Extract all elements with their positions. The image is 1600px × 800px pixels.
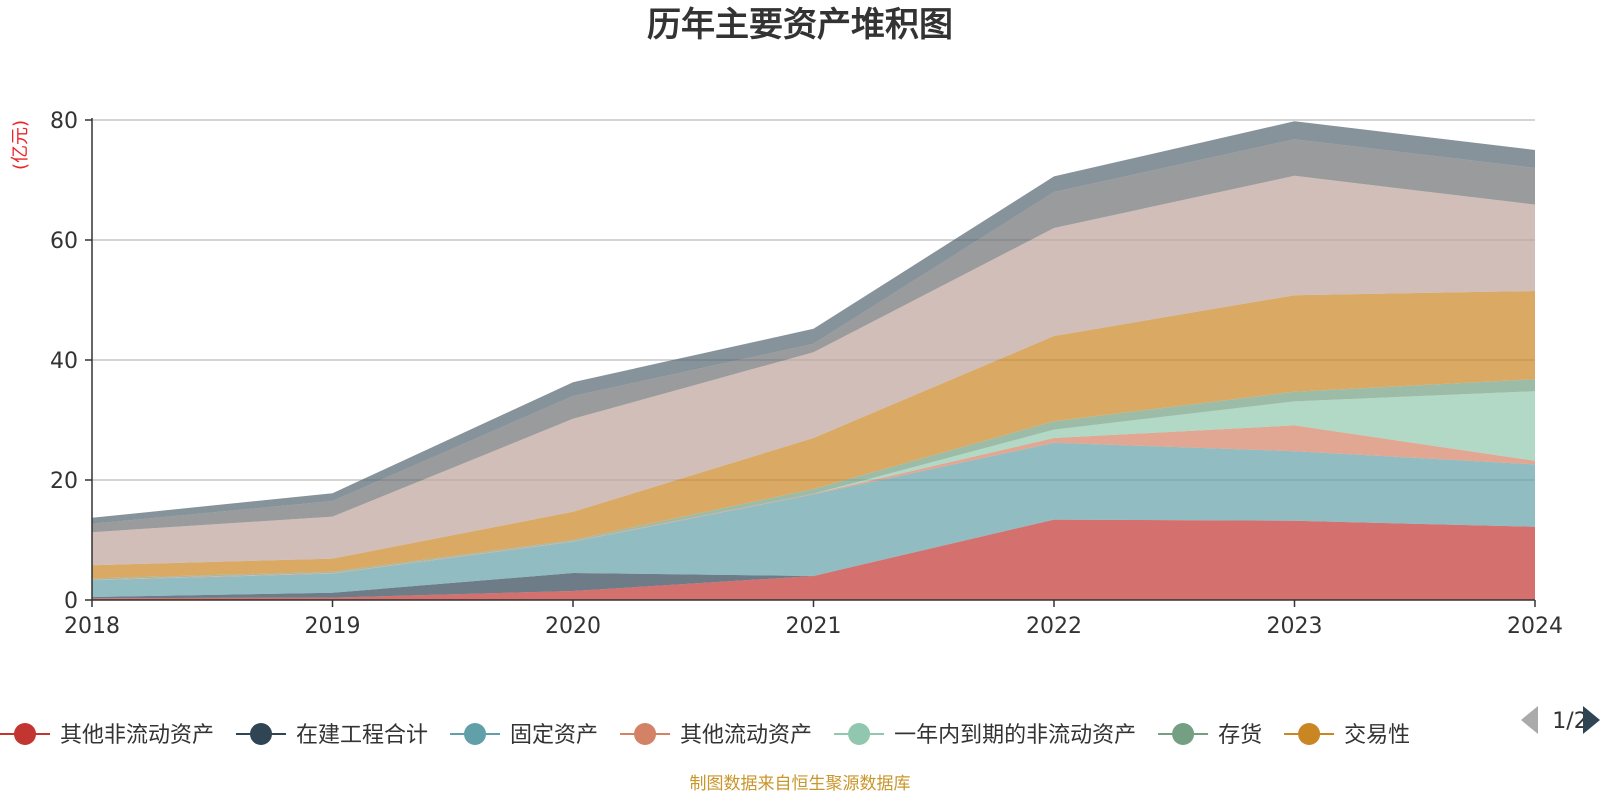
legend-marker-0 [14, 723, 36, 745]
x-tick-label-2021: 2021 [786, 614, 842, 639]
legend-page-label: 1/2 [1552, 709, 1587, 734]
legend-marker-4 [848, 723, 871, 745]
legend-label-0: 其他非流动资产 [60, 723, 214, 748]
legend-prev-icon[interactable] [1521, 706, 1538, 734]
legend-next-icon[interactable] [1583, 706, 1600, 734]
y-tick-label-80: 80 [50, 109, 78, 134]
legend-item-0[interactable]: 其他非流动资产 [0, 723, 214, 748]
legend-item-6[interactable]: 交易性 [1284, 723, 1410, 748]
area-series-7[interactable] [92, 175, 1535, 566]
area-series-0[interactable] [92, 519, 1535, 600]
area-series-6[interactable] [92, 291, 1535, 579]
area-series [92, 121, 1535, 600]
x-tick-label-2024: 2024 [1507, 614, 1563, 639]
legend-item-3[interactable]: 其他流动资产 [620, 723, 812, 748]
x-tick-label-2023: 2023 [1267, 614, 1323, 639]
x-tick-label-2020: 2020 [545, 614, 601, 639]
legend-label-2: 固定资产 [510, 723, 598, 748]
y-axis-label: (亿元) [10, 120, 31, 170]
legend: 其他非流动资产 在建工程合计 固定资产 其他流动资产 一年内到期的非流动资产 存货 交易性 [0, 723, 1410, 748]
legend-label-4: 一年内到期的非流动资产 [894, 723, 1136, 748]
legend-marker-5 [1172, 723, 1195, 745]
x-tick-label-2022: 2022 [1026, 614, 1082, 639]
legend-item-4[interactable]: 一年内到期的非流动资产 [834, 723, 1136, 748]
legend-item-5[interactable]: 存货 [1158, 723, 1262, 748]
y-tick-label-20: 20 [50, 469, 78, 494]
legend-marker-6 [1298, 723, 1321, 745]
y-tick-label-60: 60 [50, 229, 78, 254]
legend-label-5: 存货 [1218, 723, 1262, 748]
legend-item-1[interactable]: 在建工程合计 [236, 723, 428, 748]
y-tick-label-40: 40 [50, 349, 78, 374]
legend-label-3: 其他流动资产 [680, 723, 812, 748]
legend-label-1: 在建工程合计 [296, 723, 428, 748]
legend-item-2[interactable]: 固定资产 [450, 723, 598, 748]
source-note: 制图数据来自恒生聚源数据库 [690, 774, 911, 794]
area-series-2[interactable] [92, 442, 1535, 597]
legend-marker-1 [250, 723, 273, 745]
area-series-3[interactable] [92, 425, 1535, 581]
legend-pager: 1/2 [1521, 706, 1600, 734]
y-tick-label-0: 0 [64, 589, 78, 614]
x-tick-label-2018: 2018 [64, 614, 120, 639]
x-tick-label-2019: 2019 [305, 614, 361, 639]
axes: 0 20 40 60 80 2018 2019 2020 2021 2022 2023 2024 [50, 109, 1563, 639]
legend-marker-2 [464, 723, 487, 745]
area-series-8[interactable] [92, 139, 1535, 533]
area-series-4[interactable] [92, 391, 1535, 580]
legend-marker-3 [634, 723, 657, 745]
chart-title: 历年主要资产堆积图 [647, 5, 953, 45]
legend-label-6: 交易性 [1344, 723, 1410, 748]
